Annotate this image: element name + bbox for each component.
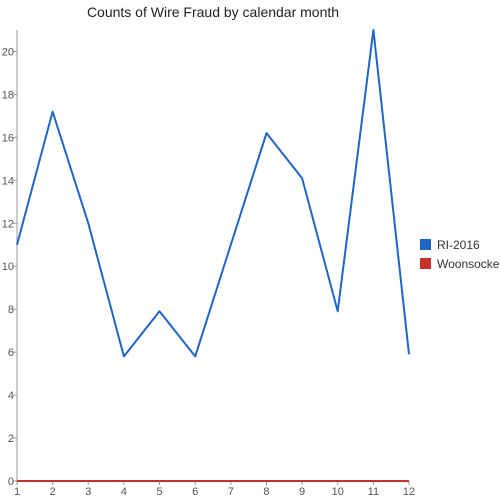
x-tick-label: 9 — [299, 486, 305, 498]
y-tick-label: 20 — [2, 46, 14, 58]
legend-label: Woonsocket — [437, 257, 500, 271]
x-tick-label: 12 — [403, 486, 415, 498]
x-tick-label: 2 — [50, 486, 56, 498]
y-tick-label: 12 — [2, 218, 14, 230]
legend: RI-2016 Woonsocket — [420, 238, 500, 271]
x-tick-label: 1 — [14, 486, 20, 498]
legend-label: RI-2016 — [437, 238, 480, 252]
x-tick-label: 4 — [121, 486, 127, 498]
y-tick-label: 2 — [8, 433, 14, 445]
y-tick-label: 0 — [8, 476, 14, 488]
series-lines — [16, 29, 410, 482]
x-tick-label: 6 — [192, 486, 198, 498]
y-tick-label: 6 — [8, 347, 14, 359]
axes — [16, 30, 409, 482]
x-tick-label: 3 — [85, 486, 91, 498]
y-tick-label: 10 — [2, 261, 14, 273]
x-tick-label: 8 — [263, 486, 269, 498]
y-tick-label: 16 — [2, 132, 14, 144]
x-tick-label: 11 — [368, 486, 379, 498]
chart-title: Counts of Wire Fraud by calendar month — [87, 4, 339, 20]
series-line-ri-2016 — [16, 29, 410, 358]
x-tick-label: 7 — [228, 486, 234, 498]
y-tick-label: 14 — [2, 175, 14, 187]
y-tick-label: 18 — [2, 89, 14, 101]
x-axis-ticks: 1 2 3 4 5 6 7 8 9 10 11 12 — [14, 481, 415, 498]
y-tick-label: 4 — [8, 390, 14, 402]
y-tick-label: 8 — [8, 304, 14, 316]
x-tick-label: 10 — [332, 486, 344, 498]
legend-swatch — [420, 258, 431, 269]
x-tick-label: 5 — [156, 486, 162, 498]
legend-swatch — [420, 239, 431, 250]
y-axis-ticks: 0 2 4 6 8 10 12 14 16 18 20 — [2, 46, 17, 488]
